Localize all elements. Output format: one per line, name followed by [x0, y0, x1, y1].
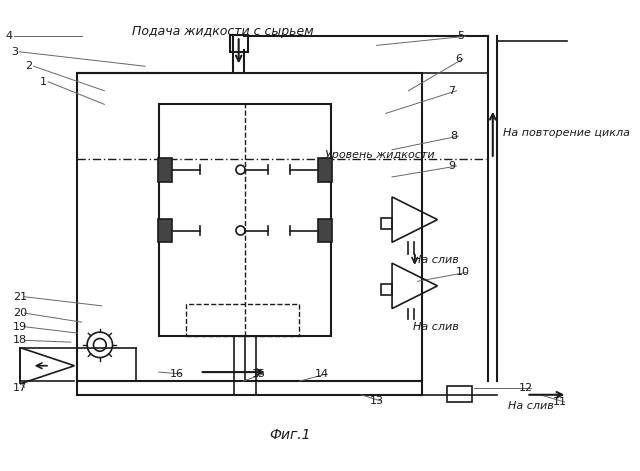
Text: Подача жидкости с сырьем: Подача жидкости с сырьем: [132, 25, 313, 38]
Text: 1: 1: [40, 77, 47, 87]
Text: 21: 21: [13, 292, 27, 302]
Text: 8: 8: [450, 131, 458, 141]
Bar: [158, 158, 172, 181]
Bar: [158, 219, 172, 242]
Text: На слив: На слив: [413, 255, 459, 266]
Text: 13: 13: [370, 396, 383, 406]
Text: 9: 9: [449, 161, 456, 171]
Bar: [447, 386, 472, 402]
Text: 19: 19: [13, 322, 27, 332]
Text: 2: 2: [26, 61, 33, 71]
Text: 4: 4: [6, 31, 13, 41]
Bar: [381, 284, 392, 295]
Text: 6: 6: [455, 54, 462, 64]
Bar: [77, 73, 422, 381]
Text: На повторение цикла: На повторение цикла: [503, 129, 630, 138]
Bar: [186, 304, 300, 336]
Text: На слив: На слив: [508, 401, 554, 411]
Bar: [317, 158, 332, 181]
Text: 16: 16: [170, 369, 184, 379]
Bar: [381, 218, 392, 229]
Bar: [317, 219, 332, 242]
Text: 15: 15: [252, 369, 266, 379]
Text: 7: 7: [449, 86, 456, 96]
Bar: [159, 105, 332, 336]
Text: Фиг.1: Фиг.1: [269, 428, 311, 442]
Text: 12: 12: [519, 383, 533, 393]
Text: 20: 20: [13, 308, 27, 318]
Text: 14: 14: [315, 369, 329, 379]
Text: 17: 17: [13, 382, 27, 392]
Text: 18: 18: [13, 335, 27, 345]
Text: 3: 3: [11, 47, 18, 57]
Bar: [230, 35, 248, 52]
Text: На слив: На слив: [413, 322, 459, 332]
Text: 11: 11: [553, 397, 567, 407]
Text: 5: 5: [458, 31, 465, 41]
Text: Уровень жидкости: Уровень жидкости: [325, 150, 435, 160]
Text: 10: 10: [456, 267, 470, 277]
